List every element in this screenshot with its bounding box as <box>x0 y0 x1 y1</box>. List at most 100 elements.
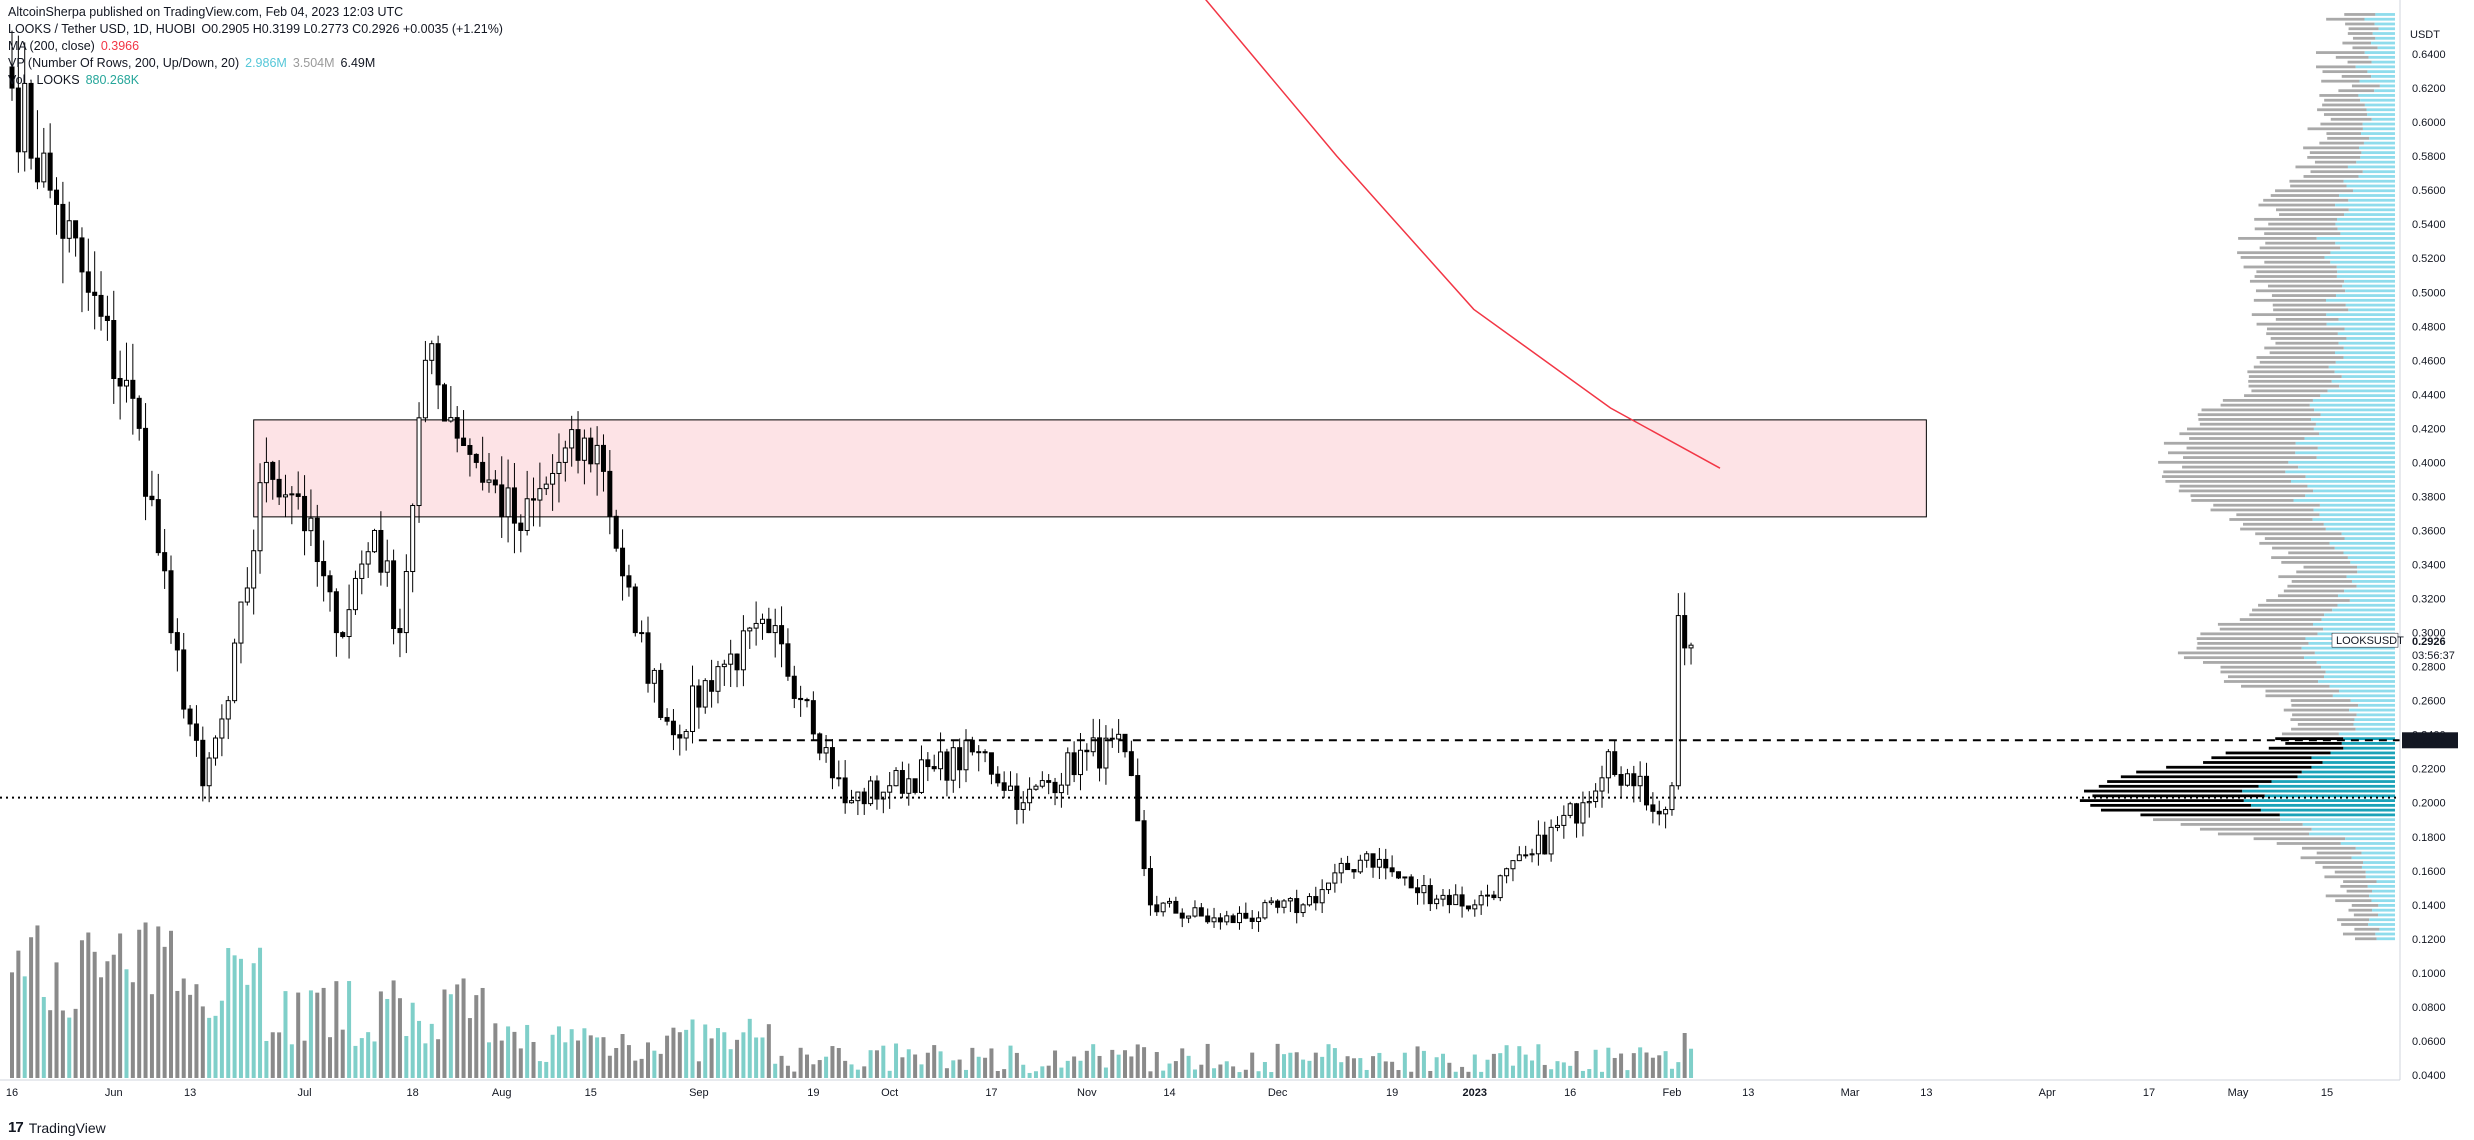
volume-bar <box>639 1058 644 1078</box>
candle-body <box>537 488 543 501</box>
vp-row-up <box>2309 832 2395 836</box>
vp-row-down <box>2268 746 2344 750</box>
vp-up-value: 2.986M <box>245 56 287 70</box>
price-axis[interactable]: USDT 0.6400 0.6200 0.6000 0.5800 0.5600 0.5400… <box>2331 0 2474 1140</box>
volume-bar <box>1409 1071 1414 1078</box>
candle-body <box>1574 803 1580 824</box>
candle-body <box>232 642 238 702</box>
candle-body <box>1262 902 1268 919</box>
volume-label: Vol · LOOKS <box>8 73 80 87</box>
candle-body <box>244 587 250 603</box>
candle-body <box>753 622 759 629</box>
vp-row-up <box>2346 575 2395 579</box>
vp-row-down <box>2251 313 2327 317</box>
time-axis[interactable]: 16 Jun 13 Jul 18 Aug 15 Sep 19 Oct 17 Nov 14 Dec 19 202… <box>0 1079 2400 1099</box>
vp-row-up <box>2379 927 2395 931</box>
volume-bar <box>1033 1071 1038 1078</box>
volume-bar <box>1402 1052 1407 1078</box>
volume-bar <box>1084 1050 1089 1078</box>
candle-body <box>85 271 91 293</box>
tradingview-logo-icon[interactable]: 17 <box>8 1119 24 1136</box>
y-tick-label: 0.1000 <box>2412 968 2446 980</box>
volume-bar <box>1040 1066 1045 1078</box>
volume-bar <box>1294 1052 1299 1078</box>
volume-legend[interactable]: Vol · LOOKS 880.268K <box>8 72 503 89</box>
candle-body <box>620 547 626 577</box>
candle-body <box>435 343 441 386</box>
vp-legend[interactable]: VP (Number Of Rows, 200, Up/Down, 20) 2.9… <box>8 55 503 72</box>
candle-body <box>1027 788 1033 804</box>
volume-bar <box>964 1069 968 1078</box>
vp-row-down <box>2197 413 2321 417</box>
vp-row-up <box>2330 751 2395 755</box>
vp-row-down <box>2269 351 2336 355</box>
volume-bar <box>92 951 97 1078</box>
vp-row-up <box>2357 570 2395 574</box>
vp-row-down <box>2326 17 2365 21</box>
y-tick-label: 0.5600 <box>2412 185 2446 197</box>
vp-row-up <box>2321 618 2395 621</box>
vp-row-down <box>2295 165 2348 169</box>
candle-body <box>461 437 467 447</box>
brand-name[interactable]: TradingView <box>28 1119 106 1136</box>
vp-row-up <box>2331 379 2395 383</box>
y-tick-label: 0.4600 <box>2412 355 2446 367</box>
vp-row-down <box>2342 932 2376 936</box>
y-tick-label: 0.4000 <box>2412 457 2446 469</box>
volume-bar <box>1046 1065 1051 1078</box>
vp-row-down <box>2197 641 2309 645</box>
volume-bar <box>518 1048 523 1078</box>
vp-row-down <box>2296 570 2358 574</box>
vp-row-up <box>2319 432 2395 436</box>
volume-bar <box>900 1057 905 1078</box>
y-tick-label: 0.2200 <box>2412 764 2446 776</box>
candle-body <box>384 560 390 573</box>
vp-row-up <box>2356 160 2395 164</box>
volume-bar <box>1606 1047 1611 1078</box>
x-tick-label: Sep <box>689 1087 709 1099</box>
volume-bar <box>245 984 250 1078</box>
vp-row-up <box>2260 808 2395 812</box>
volume-bar <box>1231 1066 1236 1078</box>
candle-body <box>1561 814 1567 826</box>
supply-zone-box[interactable] <box>253 419 1927 518</box>
volume-bar <box>906 1049 911 1078</box>
volume-bar <box>124 969 129 1078</box>
vp-row-down <box>2180 823 2303 826</box>
volume-bar <box>989 1048 994 1078</box>
vp-row-down <box>2267 284 2343 288</box>
vp-row-up <box>2312 518 2395 521</box>
vp-row-down <box>2342 41 2372 45</box>
vp-row-up <box>2367 70 2395 74</box>
volume-bar <box>1345 1056 1350 1078</box>
vp-row-down <box>2290 718 2355 722</box>
candle-body <box>658 669 664 718</box>
volume-bar <box>614 1047 619 1078</box>
vp-row-down <box>2210 508 2314 512</box>
candle-body <box>766 618 772 634</box>
ma-legend[interactable]: MA (200, close) 0.3966 <box>8 38 503 55</box>
vp-row-down <box>2220 665 2321 669</box>
candle-body <box>1605 751 1611 779</box>
vp-row-down <box>2258 603 2338 607</box>
vp-row-up <box>2324 675 2395 679</box>
volume-bar <box>925 1052 930 1078</box>
volume-bar <box>1053 1050 1058 1078</box>
ma200-line[interactable] <box>1200 0 1721 469</box>
volume-bar <box>944 1068 949 1078</box>
vp-row-up <box>2316 456 2395 459</box>
vp-row-down <box>2324 875 2366 879</box>
candle-body <box>321 561 327 577</box>
candle-body <box>1491 894 1497 899</box>
candle-body <box>690 685 696 732</box>
volume-bar <box>1097 1055 1102 1078</box>
vp-row-up <box>2376 937 2395 941</box>
volume-bar <box>1383 1061 1388 1078</box>
candle-body <box>1478 895 1484 906</box>
candle-body <box>1122 733 1128 753</box>
candle-body <box>721 663 727 668</box>
vp-row-down <box>2186 446 2318 450</box>
volume-bar <box>385 998 390 1078</box>
vp-row-down <box>2161 475 2306 479</box>
